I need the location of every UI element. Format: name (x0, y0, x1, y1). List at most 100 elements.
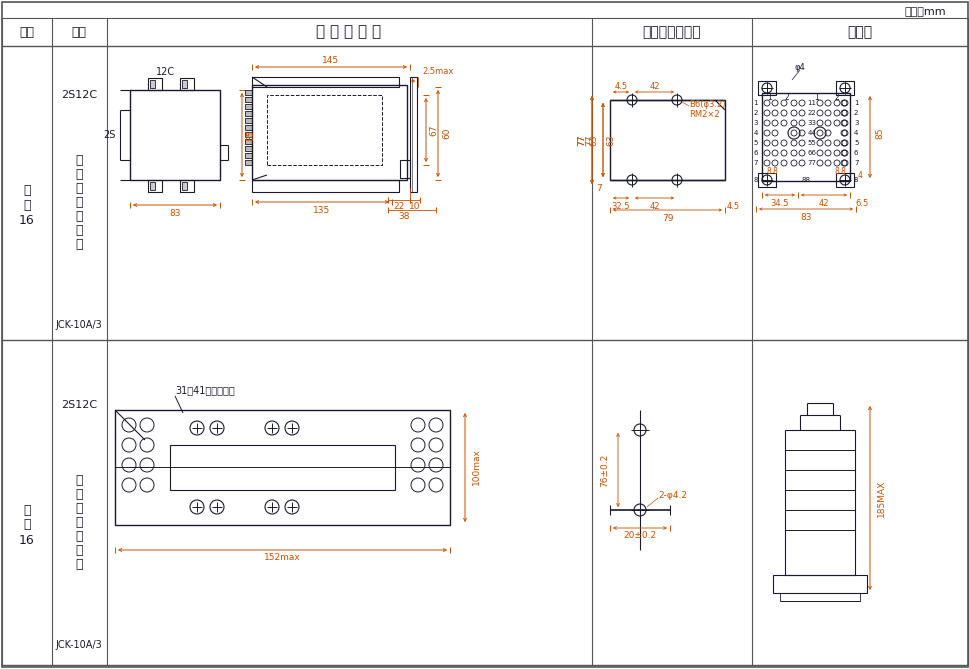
Bar (779, 593, 860, 601)
Text: 1: 1 (753, 100, 757, 106)
Text: 3: 3 (853, 120, 858, 126)
Text: 20±0.2: 20±0.2 (623, 531, 656, 541)
Bar (835, 81, 853, 95)
Text: 外 形 尺 寸 图: 外 形 尺 寸 图 (316, 25, 381, 39)
Text: 83: 83 (169, 209, 180, 217)
Bar (252, 77, 398, 87)
Text: 88: 88 (800, 177, 810, 183)
Bar (762, 93, 849, 181)
Bar (245, 104, 252, 109)
Text: 32.5: 32.5 (611, 201, 630, 211)
Text: 4.5: 4.5 (726, 201, 738, 211)
Text: 2S12C: 2S12C (61, 400, 97, 410)
Text: φ4: φ4 (794, 62, 804, 72)
Text: 端子图: 端子图 (847, 25, 872, 39)
Text: 31、41为电流端子: 31、41为电流端子 (174, 385, 234, 395)
Text: 66: 66 (806, 150, 816, 156)
Text: JCK-10A/3: JCK-10A/3 (55, 320, 103, 330)
Bar (410, 77, 417, 192)
Text: 后: 后 (76, 209, 82, 223)
Text: 2: 2 (753, 110, 757, 116)
Text: 152max: 152max (264, 553, 300, 563)
Text: 42: 42 (648, 201, 659, 211)
Text: 4.5: 4.5 (613, 82, 627, 90)
Text: 2: 2 (784, 92, 789, 102)
Text: 7: 7 (753, 160, 757, 166)
Bar (266, 95, 382, 165)
Text: 16: 16 (19, 533, 35, 547)
Bar (245, 111, 252, 116)
Text: 7: 7 (596, 183, 602, 193)
Bar (245, 160, 252, 165)
Text: 附: 附 (23, 504, 31, 516)
Text: 42: 42 (648, 82, 659, 90)
Text: 4: 4 (853, 130, 858, 136)
Bar (245, 97, 252, 102)
Text: 83: 83 (799, 213, 811, 221)
Text: 图: 图 (23, 199, 31, 211)
Text: RM2×2: RM2×2 (688, 110, 719, 118)
Bar (170, 445, 394, 490)
Text: 图: 图 (23, 518, 31, 531)
Text: 6: 6 (753, 150, 757, 156)
Text: 2: 2 (853, 110, 858, 116)
Bar (245, 132, 252, 137)
Text: 线: 线 (76, 237, 82, 250)
Bar (610, 100, 724, 180)
Text: 8: 8 (753, 177, 757, 183)
Text: 185MAX: 185MAX (876, 480, 885, 516)
Text: 1: 1 (766, 92, 771, 102)
Bar (784, 430, 854, 575)
Text: 式: 式 (76, 502, 82, 514)
Bar (130, 90, 220, 180)
Text: 77: 77 (806, 160, 816, 166)
Text: 板: 板 (76, 195, 82, 209)
Bar (245, 125, 252, 130)
Text: 8.8: 8.8 (833, 167, 845, 175)
Text: 85: 85 (246, 129, 255, 140)
Bar (245, 146, 252, 151)
Text: 16: 16 (19, 213, 35, 227)
Text: 145: 145 (322, 56, 339, 64)
Bar (180, 78, 194, 90)
Bar (252, 85, 407, 180)
Bar (115, 410, 450, 525)
Text: 67: 67 (429, 124, 438, 136)
Text: 安装开孔尺寸图: 安装开孔尺寸图 (642, 25, 701, 39)
Text: 式: 式 (76, 181, 82, 195)
Text: 4: 4 (857, 171, 861, 179)
Text: 22: 22 (807, 110, 816, 116)
Text: 33: 33 (806, 120, 816, 126)
Text: 2S12C: 2S12C (61, 90, 97, 100)
Text: 85: 85 (875, 127, 884, 138)
Text: 100max: 100max (471, 448, 480, 486)
Text: 79: 79 (661, 213, 672, 223)
Text: 55: 55 (807, 140, 816, 146)
Text: 34.5: 34.5 (770, 199, 789, 207)
Text: 1: 1 (853, 100, 858, 106)
Text: 44: 44 (807, 130, 816, 136)
Bar (245, 153, 252, 158)
Text: 接: 接 (76, 223, 82, 237)
Text: 5: 5 (753, 140, 757, 146)
Text: 6: 6 (853, 150, 858, 156)
Text: 6.5: 6.5 (855, 199, 867, 207)
Bar (148, 78, 162, 90)
Bar (180, 180, 194, 192)
Text: 10: 10 (409, 201, 421, 211)
Text: 5: 5 (853, 140, 858, 146)
Text: 凸: 凸 (76, 474, 82, 486)
Text: 63: 63 (589, 134, 598, 146)
Text: 135: 135 (313, 205, 330, 215)
Text: JCK-10A/3: JCK-10A/3 (55, 640, 103, 650)
Bar (835, 173, 853, 187)
Text: 出: 出 (76, 167, 82, 181)
Text: 42: 42 (818, 199, 828, 207)
Text: 8.8: 8.8 (766, 167, 777, 175)
Text: 图号: 图号 (19, 25, 35, 39)
Bar (150, 80, 155, 88)
Text: 附: 附 (23, 183, 31, 197)
Text: 出: 出 (76, 488, 82, 500)
Text: 前: 前 (76, 529, 82, 543)
Text: 60: 60 (442, 128, 451, 139)
